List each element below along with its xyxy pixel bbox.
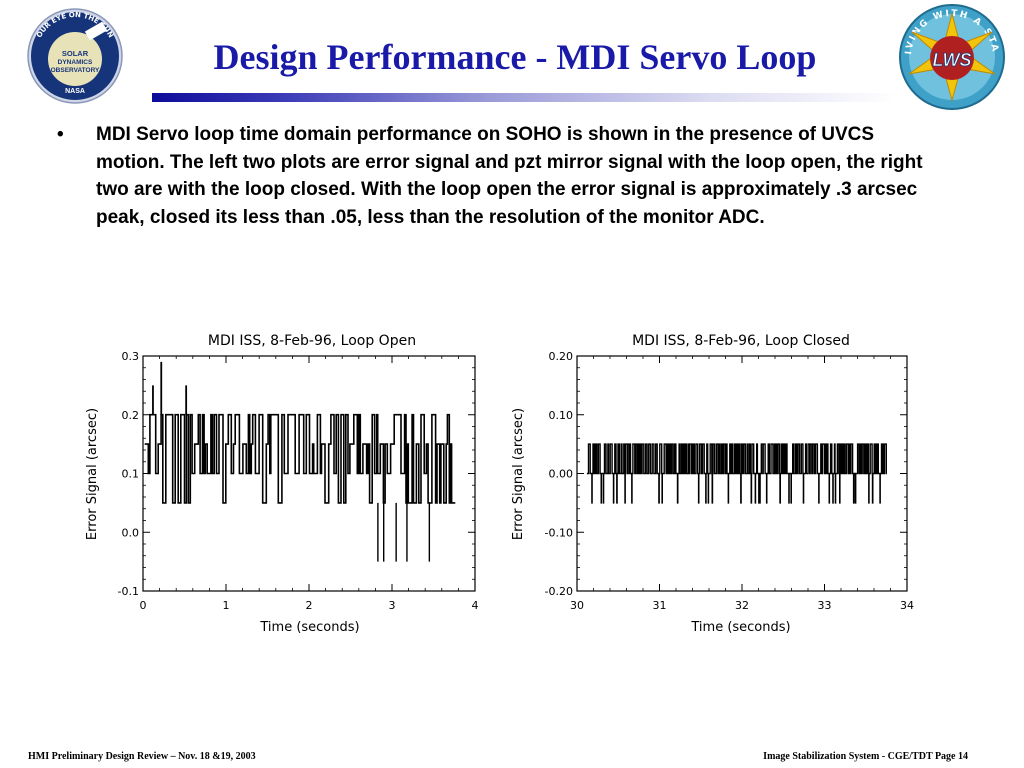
plot-loop-closed: MDI ISS, 8-Feb-96, Loop Closed -0.20 -0.1… xyxy=(511,333,914,635)
y-ticks-open: -0.1 0.0 0.1 0.2 0.3 xyxy=(118,350,475,598)
closed-xtick-label: 32 xyxy=(735,599,749,612)
bullet-text: MDI Servo loop time domain performance o… xyxy=(96,124,923,228)
closed-xtick-label: 30 xyxy=(570,599,584,612)
x-ticks-closed: 30 31 32 33 34 xyxy=(570,356,914,612)
bullet-marker: • xyxy=(57,124,64,145)
closed-ytick-label: -0.20 xyxy=(545,585,573,598)
open-ytick-label: 0.3 xyxy=(122,350,140,363)
y-axis-label-open: Error Signal (arcsec) xyxy=(85,408,100,540)
lws-center-text: LWS xyxy=(933,50,972,70)
lws-logo: LIVING WITH A STAR LWS xyxy=(897,2,1005,110)
footer-left: HMI Preliminary Design Review – Nov. 18 … xyxy=(28,751,256,762)
closed-ytick-label: -0.10 xyxy=(545,526,573,539)
open-xtick-label: 1 xyxy=(223,599,230,612)
closed-xtick-label: 31 xyxy=(653,599,667,612)
closed-ytick-label: 0.20 xyxy=(549,350,574,363)
open-xtick-label: 4 xyxy=(472,599,479,612)
open-xtick-label: 3 xyxy=(389,599,396,612)
sdo-logo: OUR EYE ON THE SUN SOLAR DYNAMICS OBSERV… xyxy=(27,8,123,104)
slide-title: Design Performance - MDI Servo Loop xyxy=(213,37,817,77)
open-xtick-label: 0 xyxy=(140,599,147,612)
chart-title-closed: MDI ISS, 8-Feb-96, Loop Closed xyxy=(632,333,850,349)
open-ytick-label: 0.0 xyxy=(122,526,140,539)
plot-loop-open: MDI ISS, 8-Feb-96, Loop Open -0.10.00.10… xyxy=(85,333,479,635)
closed-xtick-label: 34 xyxy=(900,599,914,612)
open-ytick-label: 0.1 xyxy=(122,468,140,481)
open-ytick-label: 0.2 xyxy=(122,409,140,422)
x-axis-label-closed: Time (seconds) xyxy=(690,620,790,635)
signal-open xyxy=(144,361,456,562)
sdo-line-2: DYNAMICS xyxy=(58,59,93,66)
closed-xtick-label: 33 xyxy=(818,599,832,612)
sdo-nasa-text: NASA xyxy=(65,88,85,95)
chart-title-open: MDI ISS, 8-Feb-96, Loop Open xyxy=(208,333,416,349)
y-axis-label-closed: Error Signal (arcsec) xyxy=(511,408,526,540)
sdo-line-1: SOLAR xyxy=(62,49,89,58)
open-signal-line xyxy=(144,413,456,504)
signal-closed xyxy=(586,443,887,504)
closed-ytick-label: 0.00 xyxy=(549,468,574,481)
open-xtick-label: 2 xyxy=(306,599,313,612)
x-axis-label-open: Time (seconds) xyxy=(259,620,359,635)
closed-signal-line xyxy=(586,443,887,504)
open-ytick-label: -0.1 xyxy=(118,585,139,598)
closed-ytick-label: 0.10 xyxy=(549,409,574,422)
title-underline-bar xyxy=(152,93,897,102)
x-ticks-open: 0 1 2 3 4 xyxy=(140,356,479,612)
sdo-line-3: OBSERVATORY xyxy=(51,67,100,74)
y-ticks-closed: -0.20 -0.10 0.00 0.10 0.20 xyxy=(545,350,907,598)
footer-right: Image Stabilization System - CGE/TDT Pag… xyxy=(763,751,968,762)
